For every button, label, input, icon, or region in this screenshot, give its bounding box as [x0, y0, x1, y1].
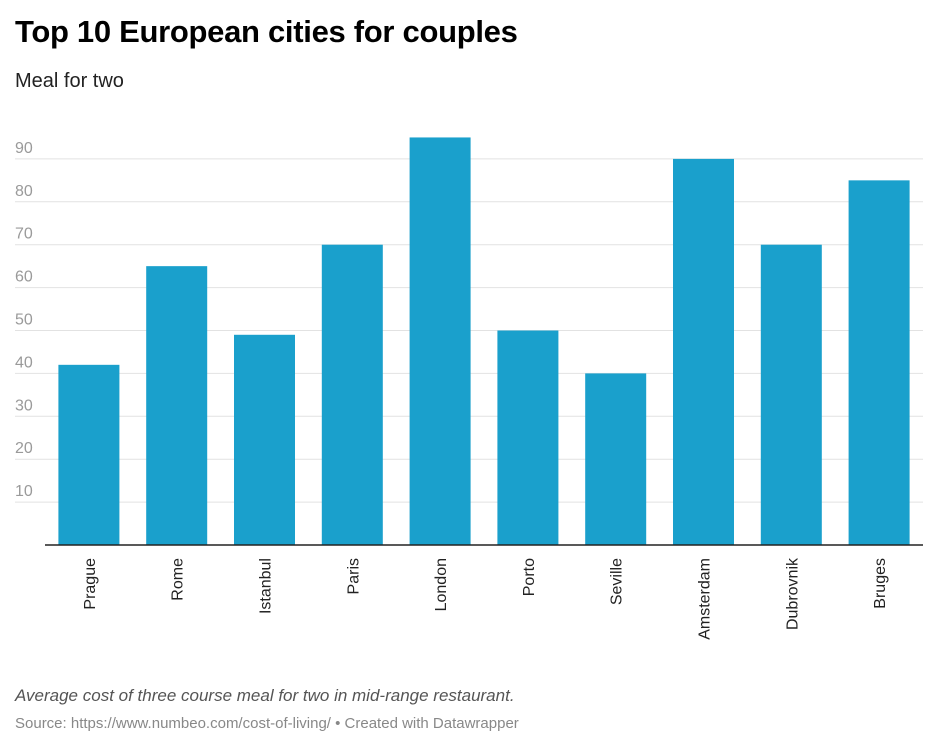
bar-bruges	[848, 180, 910, 545]
bar-amsterdam	[673, 158, 734, 545]
y-tick-label: 50	[15, 312, 33, 329]
bar-porto	[497, 330, 559, 545]
y-tick-label: 20	[15, 440, 33, 457]
y-tick-label: 80	[15, 183, 33, 200]
y-tick-label: 90	[15, 140, 33, 157]
y-tick-label: 30	[15, 397, 33, 414]
chart-title: Top 10 European cities for couples	[15, 14, 518, 49]
chart-subtitle: Meal for two	[15, 70, 124, 92]
bar-london	[409, 137, 471, 545]
x-tick-label: Istanbul	[258, 558, 275, 614]
y-tick-label: 70	[15, 226, 33, 243]
x-tick-label: Paris	[345, 558, 362, 594]
x-tick-label: Amsterdam	[697, 558, 714, 640]
x-tick-label: Dubrovnik	[784, 557, 801, 630]
y-tick-label: 10	[15, 483, 33, 500]
bar-dubrovnik	[760, 244, 822, 545]
x-tick-label: Porto	[521, 558, 538, 596]
x-tick-label: Prague	[82, 558, 99, 610]
bar-prague	[58, 364, 120, 545]
x-axis-labels: Prague Rome Istanbul Paris London Porto Sevill…	[82, 557, 889, 640]
chart-note: Average cost of three course meal for tw…	[15, 686, 515, 705]
x-tick-label: Rome	[170, 558, 187, 601]
bar-seville	[585, 373, 647, 545]
bar-rome	[146, 266, 208, 545]
bar-paris	[321, 244, 383, 545]
bar-istanbul	[234, 334, 295, 545]
x-tick-label: Seville	[609, 558, 626, 605]
x-tick-label: Bruges	[872, 558, 889, 609]
bar-chart: 10 20 30 40 50 60 70 80 90 Prague Rome Istanbul Par…	[15, 137, 923, 640]
x-tick-label: London	[433, 558, 450, 611]
y-tick-label: 60	[15, 269, 33, 286]
source-credit: Source: https://www.numbeo.com/cost-of-l…	[15, 715, 519, 732]
bars	[58, 137, 910, 545]
y-axis-ticks: 10 20 30 40 50 60 70 80 90	[15, 140, 33, 500]
y-tick-label: 40	[15, 354, 33, 371]
